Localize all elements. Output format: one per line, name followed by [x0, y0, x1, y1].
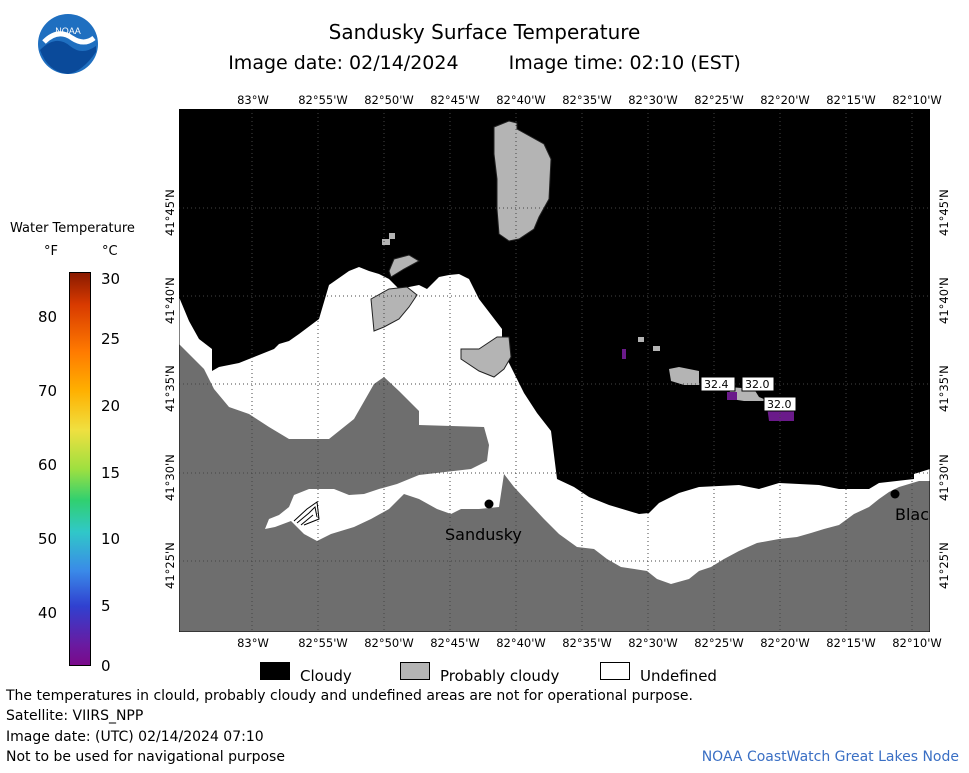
navigation-warning: Not to be used for navigational purpose — [6, 749, 285, 765]
colorbar-tick-f: 50 — [38, 530, 58, 548]
noaa-logo-text: NOAA — [55, 26, 81, 36]
latitude-label: 41°30'N — [163, 454, 177, 501]
probably-cloudy-area — [370, 286, 418, 332]
longitude-label: 82°30'W — [628, 93, 678, 107]
temp-label: 32.0 — [745, 378, 770, 391]
colorbar-tick-f: 80 — [38, 308, 58, 326]
colorbar-tick-c: 25 — [101, 330, 121, 348]
legend-swatch-cloudy — [260, 662, 290, 680]
longitude-label: 82°40'W — [496, 636, 546, 650]
satellite-text: Satellite: VIIRS_NPP — [6, 708, 144, 724]
longitude-label: 82°40'W — [496, 93, 546, 107]
map: Sandusky Blac 32.4 32.0 32.0 — [179, 109, 930, 632]
colorbar-tick-c: 15 — [101, 464, 121, 482]
bay-contours — [293, 501, 320, 526]
image-datetime: Image date: 02/14/2024 Image time: 02:10… — [0, 52, 969, 74]
probably-cloudy-area — [638, 337, 644, 342]
colorbar-tick-c: 5 — [101, 597, 111, 615]
city-label-blac: Blac — [895, 505, 929, 524]
latitude-label: 41°35'N — [937, 365, 951, 412]
colorbar — [69, 272, 91, 666]
colorbar-unit-c: °C — [102, 244, 118, 259]
longitude-label: 82°20'W — [760, 636, 810, 650]
temp-label: 32.4 — [704, 378, 729, 391]
city-marker-sandusky — [484, 499, 494, 509]
image-time: Image time: 02:10 (EST) — [508, 52, 741, 74]
utc-date-text: Image date: (UTC) 02/14/2024 07:10 — [6, 729, 264, 745]
cloud-area — [179, 109, 930, 514]
latitude-label: 41°40'N — [163, 277, 177, 324]
credit-text: NOAA CoastWatch Great Lakes Node — [701, 749, 959, 765]
legend-swatch-undefined — [600, 662, 630, 680]
longitude-label: 82°10'W — [892, 636, 942, 650]
latitude-label: 41°45'N — [937, 189, 951, 236]
probably-cloudy-area — [493, 120, 552, 242]
latitude-label: 41°45'N — [163, 189, 177, 236]
colorbar-tick-f: 40 — [38, 604, 58, 622]
legend-swatch-probably-cloudy — [400, 662, 430, 680]
temp-label-box — [700, 376, 736, 392]
city-marker-blac — [890, 489, 900, 499]
longitude-label: 82°15'W — [826, 93, 876, 107]
longitude-label: 82°25'W — [694, 636, 744, 650]
probably-cloudy-area — [669, 367, 699, 385]
noaa-logo: NOAA — [38, 14, 98, 74]
probably-cloudy-area — [382, 239, 390, 245]
city-label-sandusky: Sandusky — [445, 525, 522, 544]
longitude-label: 82°20'W — [760, 93, 810, 107]
probably-cloudy-area — [653, 346, 660, 351]
longitude-label: 82°55'W — [298, 636, 348, 650]
probably-cloudy-area — [388, 254, 421, 278]
latitude-label: 41°40'N — [937, 277, 951, 324]
colorbar-tick-c: 30 — [101, 270, 121, 288]
colorbar-tick-c: 0 — [101, 657, 111, 675]
legend-label-cloudy: Cloudy — [300, 667, 352, 685]
longitude-label: 82°45'W — [430, 636, 480, 650]
colorbar-title: Water Temperature — [10, 221, 135, 236]
longitude-label: 82°35'W — [562, 93, 612, 107]
probably-cloudy-area — [389, 233, 395, 239]
ice-temperature-area — [622, 349, 626, 359]
longitude-label: 82°30'W — [628, 636, 678, 650]
longitude-label: 83°W — [237, 636, 269, 650]
legend-label-undefined: Undefined — [640, 667, 717, 685]
temp-label-box — [763, 396, 797, 412]
temp-label: 32.0 — [767, 398, 792, 411]
page-title: Sandusky Surface Temperature — [328, 20, 641, 44]
latitude-label: 41°25'N — [163, 542, 177, 589]
longitude-label: 82°50'W — [364, 93, 414, 107]
latitude-label: 41°25'N — [937, 542, 951, 589]
legend-label-probably-cloudy: Probably cloudy — [440, 667, 560, 685]
latitude-label: 41°30'N — [937, 454, 951, 501]
longitude-label: 82°35'W — [562, 636, 612, 650]
disclaimer-text: The temperatures in clould, probably clo… — [6, 688, 693, 704]
longitude-label: 82°45'W — [430, 93, 480, 107]
longitude-label: 82°50'W — [364, 636, 414, 650]
probably-cloudy-area — [729, 387, 769, 401]
longitude-label: 82°55'W — [298, 93, 348, 107]
longitude-label: 82°15'W — [826, 636, 876, 650]
colorbar-tick-c: 20 — [101, 397, 121, 415]
colorbar-tick-c: 10 — [101, 530, 121, 548]
probably-cloudy-area — [460, 336, 512, 378]
colorbar-tick-f: 60 — [38, 456, 58, 474]
temp-label-box — [741, 376, 775, 392]
longitude-label: 83°W — [237, 93, 269, 107]
longitude-label: 82°25'W — [694, 93, 744, 107]
image-date: Image date: 02/14/2024 — [228, 52, 459, 74]
latitude-label: 41°35'N — [163, 365, 177, 412]
longitude-label: 82°10'W — [892, 93, 942, 107]
colorbar-tick-f: 70 — [38, 382, 58, 400]
ice-temperature-area — [727, 392, 737, 400]
land-area — [179, 344, 930, 632]
colorbar-unit-f: °F — [44, 244, 58, 259]
